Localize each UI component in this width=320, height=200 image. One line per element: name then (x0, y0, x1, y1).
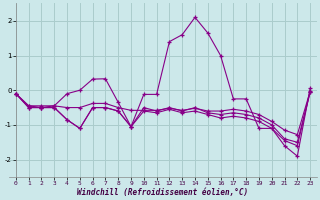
X-axis label: Windchill (Refroidissement éolien,°C): Windchill (Refroidissement éolien,°C) (77, 188, 249, 197)
